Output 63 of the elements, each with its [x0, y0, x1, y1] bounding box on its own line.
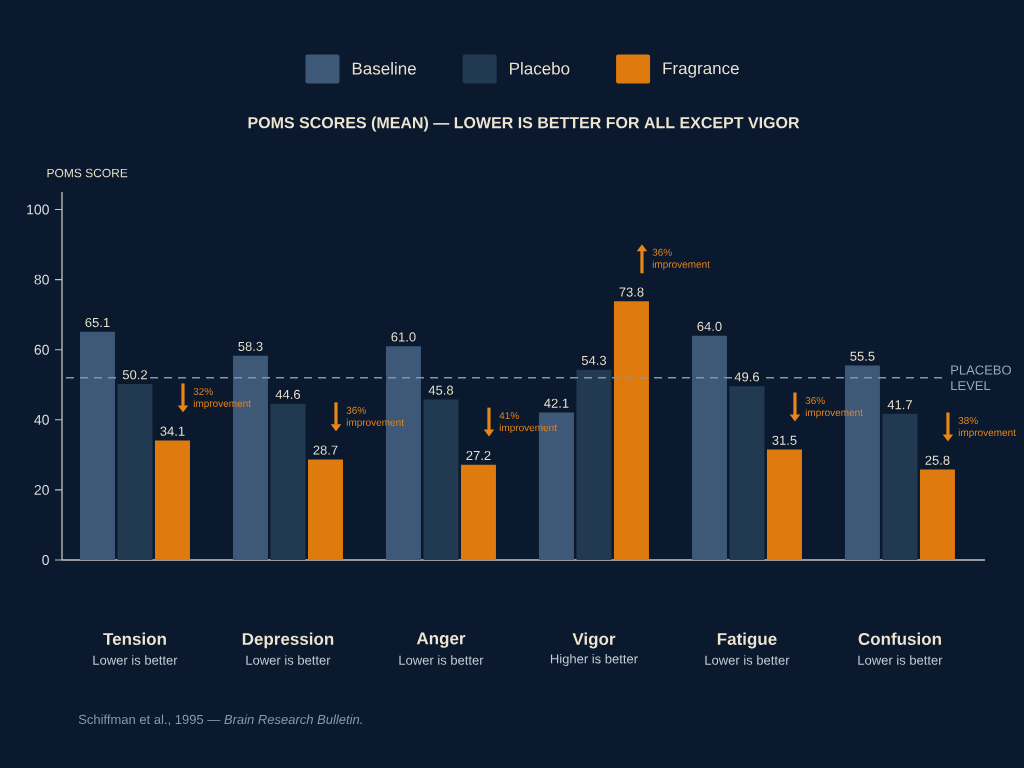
- data-label: 27.2: [466, 450, 491, 460]
- data-label: 28.7: [313, 445, 338, 455]
- bar: [423, 399, 459, 560]
- annotation: 38% improvement: [958, 416, 1016, 439]
- text: Schiffman et al., 1995 — Brain Research Bulletin.: [78, 714, 362, 726]
- x-tick-label: Anger: [416, 632, 466, 648]
- text: Higher is better: [550, 653, 638, 667]
- bar: [79, 331, 115, 560]
- data-label: 73.8: [619, 287, 644, 297]
- text: Lower is better: [399, 655, 484, 665]
- ref-line-label: PLACEBO LEVEL: [951, 365, 1011, 391]
- text: Lower is better: [93, 655, 178, 665]
- annotation: 32% improvement: [193, 387, 251, 409]
- y-tick-label: 20: [34, 484, 49, 495]
- bar: [691, 335, 727, 560]
- legend-label: Placebo: [510, 62, 570, 75]
- x-tick-label: Depression: [242, 632, 334, 649]
- data-label: 65.1: [85, 317, 110, 328]
- data-label: 44.6: [275, 389, 301, 399]
- data-label: 64.0: [697, 321, 722, 331]
- data-label: 41.7: [887, 400, 912, 410]
- bar: [270, 403, 306, 560]
- text: Lower is better: [858, 655, 943, 665]
- bar: [307, 459, 343, 560]
- data-label: 55.5: [850, 351, 875, 361]
- bar: [613, 301, 649, 560]
- data-label: 25.8: [925, 455, 950, 465]
- x-tick-label: Fatigue: [717, 632, 777, 649]
- y-tick-label: 80: [34, 274, 49, 285]
- chart-title: POMS SCORES (MEAN) — LOWER IS BETTER FOR ALL EXCEPT VIGOR: [248, 116, 800, 132]
- data-label: 50.2: [122, 370, 147, 380]
- data-label: 34.1: [160, 426, 185, 436]
- y-tick-label: 60: [34, 344, 49, 355]
- annotation: 36% improvement: [805, 397, 863, 419]
- bar: [729, 386, 765, 560]
- data-label: 61.0: [391, 332, 416, 342]
- legend-label: Baseline: [352, 62, 416, 75]
- bar: [576, 369, 612, 560]
- bar: [919, 469, 955, 560]
- data-label: 54.3: [581, 355, 607, 365]
- data-label: 45.8: [428, 385, 454, 395]
- text: Lower is better: [246, 655, 331, 665]
- bar: [154, 440, 190, 560]
- annotation: 41% improvement: [499, 412, 557, 434]
- y-tick-label: 40: [34, 414, 49, 425]
- y-tick-label: 0: [42, 555, 49, 565]
- bar: [882, 413, 918, 560]
- x-tick-label: Vigor: [572, 632, 616, 649]
- y-tick-label: 100: [27, 204, 49, 215]
- bar: [117, 384, 153, 560]
- data-label: 31.5: [772, 435, 797, 445]
- x-tick-label: Confusion: [858, 632, 941, 646]
- annotation: 36% improvement: [652, 248, 710, 270]
- x-tick-label: Tension: [103, 632, 166, 646]
- data-label: 42.1: [544, 398, 569, 408]
- text: Lower is better: [705, 655, 790, 665]
- legend-label: Fragrance: [663, 62, 739, 78]
- bar: [766, 449, 802, 560]
- annotation: 36% improvement: [346, 406, 404, 428]
- bar: [460, 464, 496, 560]
- y-axis-title: POMS SCORE: [47, 168, 128, 178]
- data-label: 58.3: [238, 341, 263, 351]
- data-label: 49.6: [734, 372, 760, 382]
